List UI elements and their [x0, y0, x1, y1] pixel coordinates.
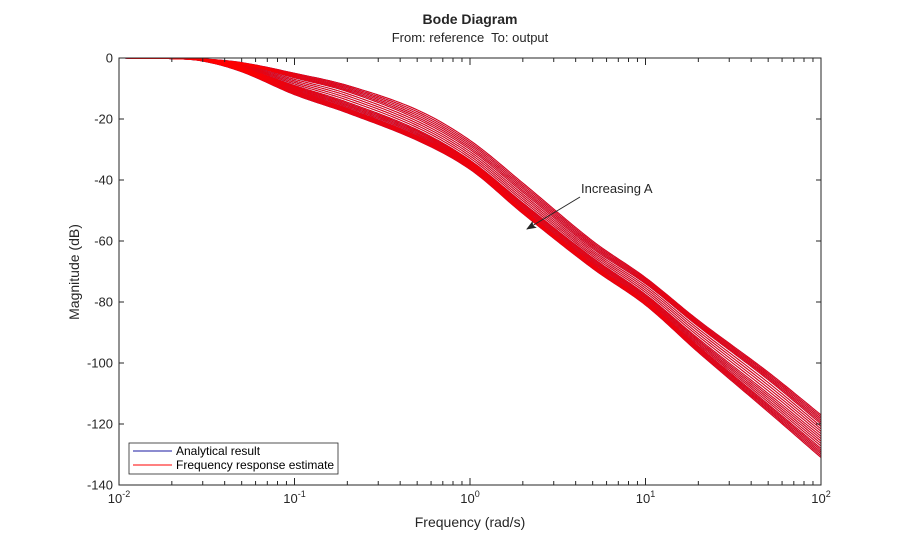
x-tick-label: 100: [460, 489, 479, 506]
y-tick-label: -20: [94, 112, 113, 127]
y-tick-labels: 0 -20 -40 -60 -80 -100 -120 -140: [87, 51, 113, 493]
y-tick-label: -120: [87, 417, 113, 432]
legend: Analytical result Frequency response est…: [128, 442, 339, 475]
y-axis-label: Magnitude (dB): [66, 224, 82, 320]
x-tick-labels: 10-2 10-1 100 101 102: [108, 489, 831, 506]
estimate-curve-7: [119, 58, 821, 430]
estimate-curve-9: [119, 58, 821, 435]
estimate-curve-8: [119, 58, 821, 432]
legend-label-analytical: Analytical result: [176, 444, 261, 458]
x-tick-label: 102: [811, 489, 830, 506]
annotation-arrow: [526, 196, 581, 230]
y-tick-label: -40: [94, 173, 113, 188]
annotation-label: Increasing A: [581, 181, 653, 196]
y-tick-label: -60: [94, 234, 113, 249]
estimate-curve-5: [119, 58, 821, 425]
estimate-curve-20: [119, 58, 821, 458]
legend-label-estimate: Frequency response estimate: [176, 458, 334, 472]
x-tick-label: 10-1: [283, 489, 305, 506]
chart-subtitle: From: reference To: output: [392, 30, 549, 45]
y-tick-label: 0: [106, 51, 113, 66]
chart-title: Bode Diagram: [423, 11, 518, 27]
x-axis-label: Frequency (rad/s): [415, 514, 525, 530]
y-tick-label: -80: [94, 295, 113, 310]
x-tick-label: 101: [636, 489, 655, 506]
y-tick-label: -140: [87, 478, 113, 493]
estimate-curve-6: [119, 58, 821, 427]
curve-group: [119, 58, 821, 458]
legend-box: [128, 442, 339, 475]
y-tick-label: -100: [87, 356, 113, 371]
x-tick-label: 10-2: [108, 489, 130, 506]
axis-ticks: [118, 57, 821, 486]
